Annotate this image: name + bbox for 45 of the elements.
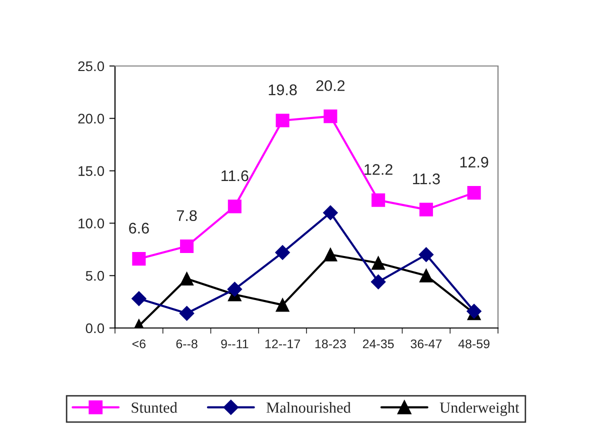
x-tick-label: 48-59 xyxy=(458,339,490,348)
legend-label: Stunted xyxy=(132,402,178,413)
data-label: 12.9 xyxy=(460,156,488,168)
x-tick-label: 6--8 xyxy=(176,339,198,348)
legend-label: Malnourished xyxy=(266,402,351,413)
point xyxy=(132,291,146,306)
point xyxy=(132,252,146,266)
x-tick-label: <6 xyxy=(132,339,146,348)
point xyxy=(180,239,194,254)
point xyxy=(467,186,481,200)
data-label: 19.8 xyxy=(268,84,297,96)
point xyxy=(275,245,290,260)
point xyxy=(276,298,290,312)
x-tick-label: 36-47 xyxy=(410,339,442,348)
point xyxy=(228,200,242,214)
point xyxy=(372,193,386,207)
point xyxy=(324,110,338,124)
y-tick-label: 10.0 xyxy=(78,218,104,228)
data-label: 7.8 xyxy=(176,210,197,222)
y-tick-label: 5.0 xyxy=(86,270,104,281)
x-tick-label: 18-23 xyxy=(315,339,346,348)
y-tick-label: 20.0 xyxy=(78,114,104,124)
x-tick-label: 12--17 xyxy=(265,339,300,348)
point xyxy=(324,248,338,262)
point xyxy=(418,247,434,262)
data-label: 11.6 xyxy=(222,170,248,182)
point xyxy=(180,272,194,286)
point xyxy=(370,274,386,290)
point xyxy=(276,114,290,128)
point xyxy=(179,306,194,321)
x-tick-label: 24-35 xyxy=(362,339,394,348)
x-tick-label: 9--11 xyxy=(221,339,248,348)
data-label: 11.3 xyxy=(413,174,440,184)
y-tick-label: 0.0 xyxy=(86,323,104,334)
point xyxy=(419,202,433,216)
point xyxy=(419,268,433,282)
point xyxy=(323,205,338,220)
data-label: 20.2 xyxy=(316,80,345,92)
y-tick-label: 25.0 xyxy=(78,61,104,72)
data-label: 6.6 xyxy=(129,222,149,234)
data-label: 12.2 xyxy=(364,164,392,175)
legend-label: Underweight xyxy=(440,402,520,416)
y-tick-label: 15.0 xyxy=(78,166,104,176)
point xyxy=(372,256,386,270)
point xyxy=(227,282,242,297)
